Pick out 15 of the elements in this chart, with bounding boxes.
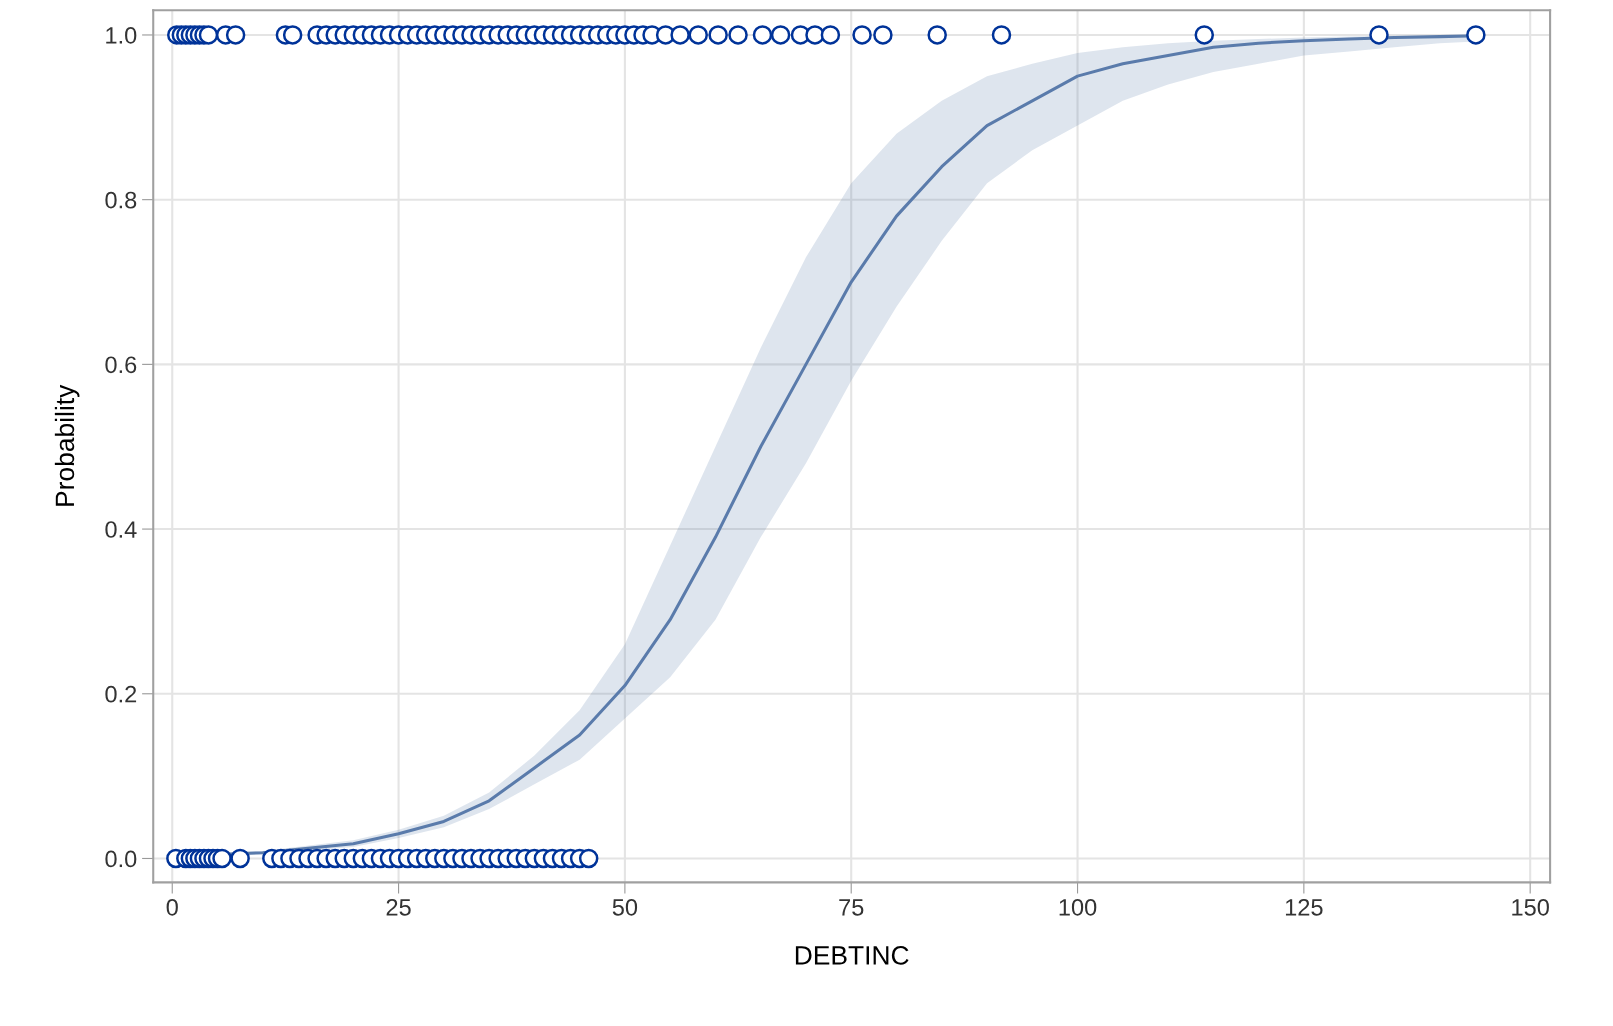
x-tick-label: 150 [1512,898,1549,916]
y-tick-label: 0.8 [105,191,137,209]
y-tick-label: 0.0 [105,850,137,868]
x-tick-label: 0 [166,898,178,916]
y-tick-label: 0.6 [105,356,137,374]
y-tick-label: 0.2 [105,685,137,703]
y-tick-label: 0.4 [105,521,137,538]
x-tick-label: 125 [1285,898,1323,916]
x-tick-label: 75 [839,899,864,916]
y-axis-title: Probability [54,384,80,506]
x-tick-label: 50 [612,898,638,916]
x-tick-label: 100 [1059,898,1097,916]
x-tick-label: 25 [386,898,411,916]
x-axis-title: DEBTINC [795,946,909,965]
y-tick-label: 1.0 [106,27,137,44]
